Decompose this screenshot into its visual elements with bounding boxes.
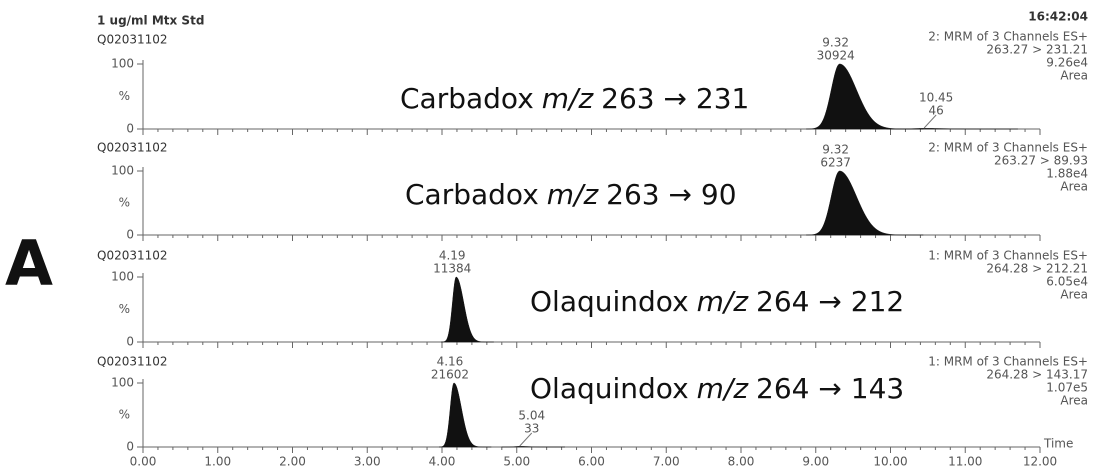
x-tick-label: 2.00 [279,455,306,469]
ion-label: 264 → 143 [756,372,904,405]
compound-annotation: Olaquindox m/z 264 → 143 [530,372,904,405]
x-tick-label: 4.00 [429,455,456,469]
x-tick-label: 8.00 [728,455,755,469]
x-tick-label: 12.00 [1023,455,1057,469]
x-axis-label: Time [1043,437,1073,451]
intensity: 6.05e4 [1046,275,1088,289]
y-tick-label: 100 [111,57,134,71]
y-tick-label: 0 [126,335,134,349]
compound: Olaquindox [530,372,689,405]
title: 1 ug/ml Mtx Std [97,14,204,28]
x-tick-label: 0.00 [130,455,157,469]
mz-label: m/z [697,285,750,318]
y-tick-label: 0 [126,440,134,454]
peak-area-label: 21602 [431,368,469,382]
y-tick-label: 0 [126,228,134,242]
peak-leader [519,432,533,447]
x-tick-label: 11.00 [948,455,982,469]
peak-leader [923,114,937,129]
compound-annotation: Olaquindox m/z 264 → 212 [530,285,904,318]
y-axis-label: % [119,89,130,103]
mode: Area [1060,288,1088,302]
mode: Area [1060,69,1088,83]
peak-rt-label: 10.45 [919,91,953,105]
x-tick-label: 3.00 [354,455,381,469]
y-tick-label: 100 [111,164,134,178]
ion-label: 263 → 90 [606,178,736,211]
sample-id: Q02031102 [97,355,168,369]
x-tick-label: 7.00 [653,455,680,469]
peak-rt-label: 9.32 [822,36,849,50]
compound: Olaquindox [530,285,689,318]
mode: Area [1060,394,1088,408]
y-axis-label: % [119,302,130,316]
transition: 263.27 > 231.21 [986,43,1088,57]
peak-area-label: 33 [524,422,539,436]
peak-rt-label: 4.16 [437,355,464,369]
compound: Carbadox [405,178,539,211]
sample-id: Q02031102 [97,33,168,47]
channel: 2: MRM of 3 Channels ES+ [928,30,1088,44]
transition: 264.28 > 212.21 [986,262,1088,276]
x-tick-label: 9.00 [802,455,829,469]
y-axis-label: % [119,408,130,422]
x-tick-label: 5.00 [503,455,530,469]
mz-label: m/z [542,82,595,115]
panel-letter: A [5,227,53,300]
sample-id: Q02031102 [97,141,168,155]
ion-label: 264 → 212 [756,285,904,318]
intensity: 1.88e4 [1046,167,1088,181]
sample-id: Q02031102 [97,249,168,263]
y-axis-label: % [119,196,130,210]
peak-rt-label: 9.32 [822,143,849,157]
peak [440,276,494,343]
channel: 2: MRM of 3 Channels ES+ [928,141,1088,155]
y-tick-label: 100 [111,376,134,390]
y-tick-label: 100 [111,270,134,284]
peak [805,170,924,236]
time: 16:42:04 [1028,10,1088,24]
x-tick-label: 1.00 [204,455,231,469]
compound-annotation: Carbadox m/z 263 → 90 [405,178,737,211]
intensity: 1.07e5 [1046,381,1088,395]
transition: 263.27 > 89.93 [994,154,1088,168]
peak [886,128,1018,130]
peak [438,382,492,448]
transition: 264.28 > 143.17 [986,368,1088,382]
ion-label: 263 → 231 [601,82,749,115]
peak-rt-label: 4.19 [439,249,466,263]
y-tick-label: 0 [126,122,134,136]
peak-area-label: 46 [928,104,943,118]
mz-label: m/z [697,372,750,405]
peak [501,446,565,448]
channel: 1: MRM of 3 Channels ES+ [928,249,1088,263]
peak-area-label: 11384 [433,262,471,276]
mode: Area [1060,180,1088,194]
peak [805,63,924,130]
x-tick-label: 6.00 [578,455,605,469]
compound: Carbadox [400,82,534,115]
channel: 1: MRM of 3 Channels ES+ [928,355,1088,369]
compound-annotation: Carbadox m/z 263 → 231 [400,82,749,115]
peak-rt-label: 5.04 [518,409,545,423]
intensity: 9.26e4 [1046,56,1088,70]
x-tick-label: 10.00 [873,455,907,469]
peak-area-label: 30924 [817,49,855,63]
mz-label: m/z [547,178,600,211]
peak-area-label: 6237 [820,156,851,170]
